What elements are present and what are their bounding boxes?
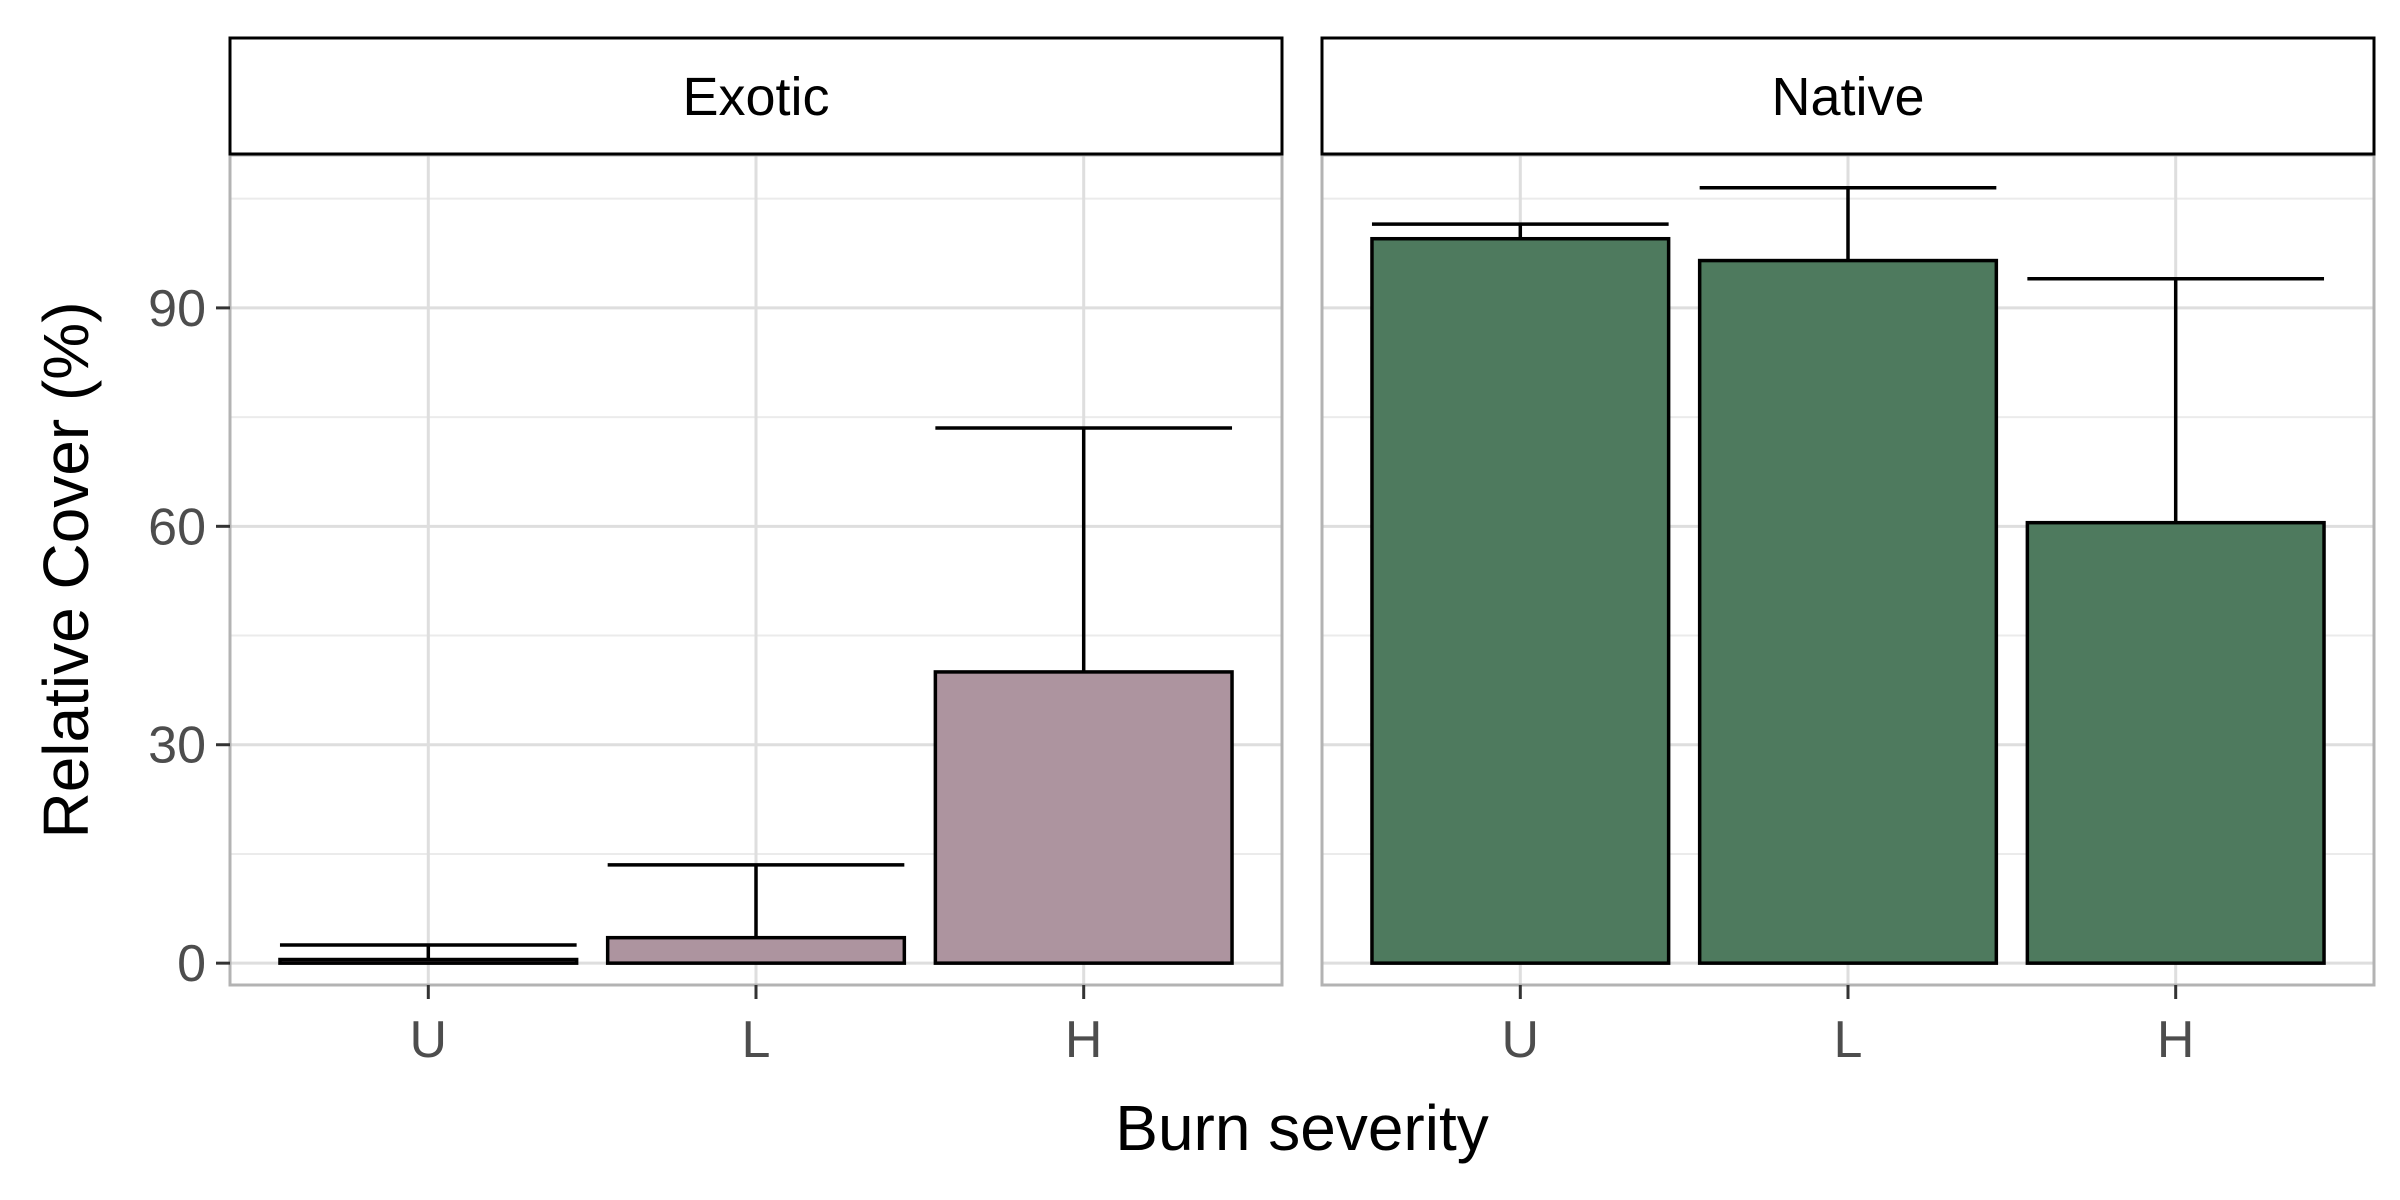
y-tick-label: 30: [148, 717, 206, 775]
bar-native-L: [1697, 258, 1999, 965]
bar-exotic-L: [605, 935, 907, 965]
x-tick-label: U: [410, 1011, 448, 1069]
facet-strip-label: Native: [1771, 67, 1924, 127]
panel-native: Native U L H: [1320, 36, 2376, 1069]
y-tick-label: 0: [177, 935, 206, 993]
x-tick-label: L: [742, 1011, 771, 1069]
y-tick-label: 60: [148, 498, 206, 556]
panels-layer: Exotic U L H 0 30 60 90 Native U L H: [148, 36, 2376, 1069]
y-tick-label: 90: [148, 280, 206, 338]
axis-layer: Relative Cover (%) Burn severity: [30, 301, 1489, 1164]
facet-strip-label: Exotic: [682, 67, 829, 127]
facet-strip: [1320, 36, 2376, 156]
bar-native-U: [1370, 236, 1671, 965]
bar-exotic-U: [278, 957, 579, 965]
panel-exotic: Exotic U L H 0 30 60 90: [148, 36, 1284, 1069]
y-axis-title: Relative Cover (%): [30, 301, 102, 838]
facet-strip: [228, 36, 1284, 156]
bar-exotic-H: [933, 670, 1234, 965]
x-tick-label: L: [1834, 1011, 1863, 1069]
x-tick-label: U: [1502, 1011, 1540, 1069]
x-tick-label: H: [1065, 1011, 1103, 1069]
x-axis-title: Burn severity: [1115, 1092, 1488, 1164]
x-tick-label: H: [2157, 1011, 2195, 1069]
bar-native-H: [2025, 520, 2326, 965]
